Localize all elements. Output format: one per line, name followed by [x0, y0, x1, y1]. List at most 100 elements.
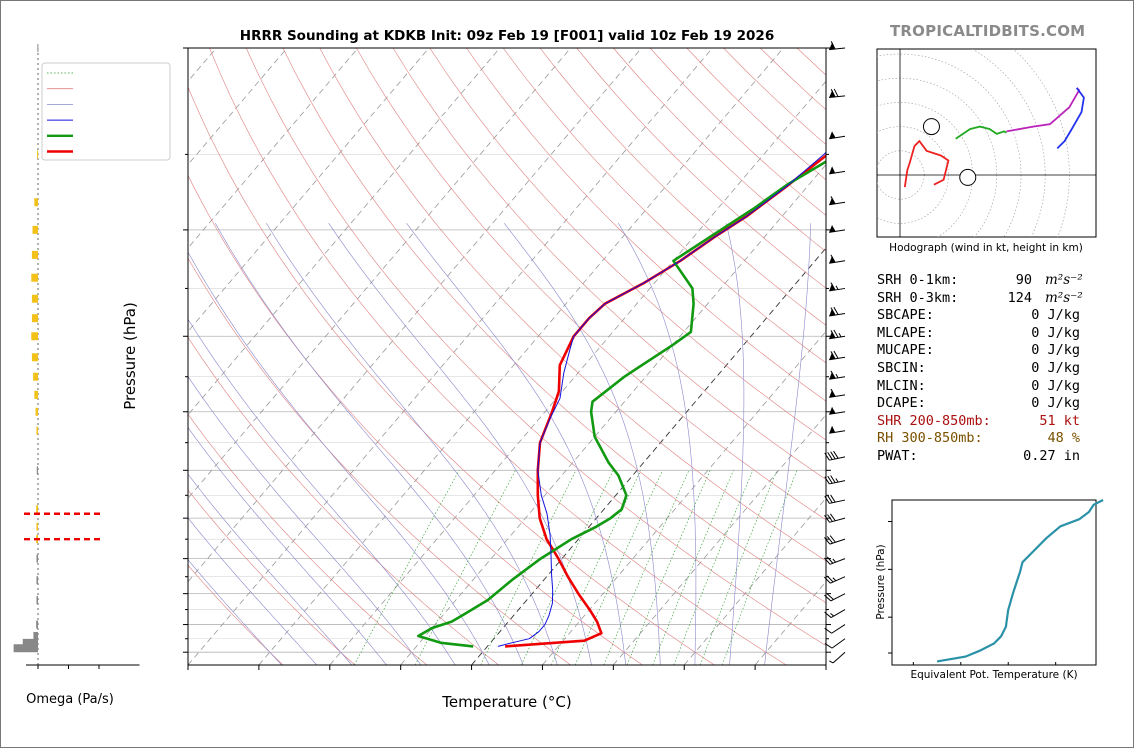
- stat-row: RH 300-850mb: 48 %: [877, 430, 1092, 448]
- barb-flag: [826, 556, 834, 564]
- barb-pennant: [829, 197, 836, 205]
- mixing-ratio-line: [626, 470, 711, 665]
- hodograph-trace: [903, 139, 950, 188]
- omega-bar: [31, 314, 38, 323]
- barb-flag: [829, 513, 836, 522]
- dry-adiabat-line: [188, 174, 643, 665]
- dry-adiabat-line: [188, 336, 499, 665]
- barb-pennant: [829, 224, 836, 233]
- theta-e-y-axis-label: Pressure (hPa): [875, 544, 887, 619]
- stat-label: SRH 0-1km:: [877, 272, 959, 288]
- barb-flag: [826, 575, 834, 583]
- wind-barb: [829, 651, 846, 664]
- stat-row: SRH 0-3km: 124 m²s⁻²: [877, 290, 1092, 308]
- omega-axis-label: Omega (Pa/s): [26, 692, 114, 707]
- isotherm-line: [188, 48, 713, 665]
- theta-e-x-axis-label: Equivalent Pot. Temperature (K): [910, 669, 1077, 681]
- storm-motion-marker: [922, 118, 940, 136]
- omega-bar: [33, 631, 38, 640]
- dry-adiabat-line: [282, 48, 826, 604]
- barb-half-flag: [830, 612, 835, 617]
- dry-adiabat-line: [188, 564, 284, 665]
- wind-barb: [824, 535, 846, 545]
- pseudoadiabat-line: [406, 223, 627, 665]
- stat-row: DCAPE: 0 J/kg: [877, 395, 1092, 413]
- stat-row: MUCAPE: 0 J/kg: [877, 342, 1092, 360]
- skewt-profiles: [417, 151, 826, 648]
- barb-staff: [830, 609, 846, 618]
- skewt-legend: [41, 62, 171, 161]
- isotherm-line: [188, 48, 571, 499]
- omega-bar: [34, 198, 38, 207]
- barb-staff: [829, 287, 846, 292]
- isotherm-line: [258, 48, 784, 665]
- barb-half-flag: [835, 478, 839, 483]
- omega-bar: [32, 225, 38, 234]
- wind-barb: [829, 41, 846, 51]
- stat-value: 0 J/kg: [1031, 307, 1080, 324]
- stat-value: 124: [1007, 289, 1032, 306]
- omega-bar: [31, 332, 38, 341]
- dry-adiabat-line: [188, 86, 715, 665]
- barb-flag: [827, 514, 833, 522]
- stat-label: SHR 200-850mb:: [877, 412, 991, 429]
- barb-half-flag: [835, 285, 839, 290]
- theta-e-frame: [891, 499, 1097, 666]
- barb-half-flag: [832, 577, 837, 582]
- barb-pennant: [829, 352, 836, 360]
- barb-half-flag: [832, 133, 836, 139]
- barb-flag: [830, 282, 836, 291]
- chart-title: HRRR Sounding at KDKB Init: 09z Feb 19 […: [240, 28, 774, 44]
- dry-adiabat-line: [245, 48, 826, 646]
- dry-adiabat-line: [188, 413, 428, 665]
- barb-flag: [826, 536, 834, 544]
- wind-barb: [824, 609, 846, 618]
- profile-temperature-line: [505, 153, 826, 648]
- barb-flag: [830, 494, 836, 503]
- barb-pennant: [829, 389, 836, 398]
- dry-adiabat-line: [429, 48, 826, 441]
- barb-flag: [824, 515, 830, 523]
- barb-staff: [829, 538, 846, 545]
- mixing-ratio-line: [652, 470, 734, 665]
- skewt-x-axis-label: Temperature (°C): [441, 693, 571, 711]
- omega-bar: [33, 372, 38, 381]
- wind-barb: [829, 166, 846, 175]
- mixing-ratio-line: [574, 470, 663, 665]
- barb-flag: [830, 196, 836, 205]
- wind-barb: [829, 306, 846, 317]
- skewt-background-lines: [188, 48, 826, 665]
- omega-bar: [36, 620, 38, 629]
- isotherm-line: [188, 48, 359, 249]
- storm-motion-marker: [959, 168, 977, 186]
- barb-pennant: [829, 255, 836, 264]
- barb-pennant: [829, 166, 836, 174]
- barb-flag: [830, 41, 836, 50]
- wind-barbs: [824, 41, 846, 664]
- barb-flag: [824, 627, 832, 634]
- wind-barb: [824, 450, 846, 461]
- profile-wetbulb-line: [497, 151, 826, 647]
- barb-flag: [830, 254, 836, 263]
- omega-bar: [22, 638, 38, 647]
- hodograph-trace: [955, 125, 1007, 140]
- barb-staff: [830, 576, 846, 584]
- barb-staff: [829, 356, 846, 361]
- pseudoadiabat-line: [725, 223, 745, 665]
- mixing-ratio-line: [673, 470, 754, 665]
- mixing-ratio-line: [700, 470, 778, 665]
- isotherm-line: [188, 48, 288, 166]
- barb-flag: [824, 594, 832, 602]
- wind-barb: [824, 556, 846, 565]
- dry-adiabat-line: [319, 48, 826, 562]
- barb-flag: [827, 495, 833, 504]
- hodograph-trace: [1056, 87, 1085, 150]
- wind-barb: [824, 638, 846, 649]
- omega-bar: [31, 250, 38, 259]
- wind-barb: [824, 475, 846, 485]
- pseudoadiabat-line: [188, 517, 318, 665]
- sounding-stats: SRH 0-1km: 90 m²s⁻² SRH 0-3km: 124 m²s⁻² SBCAP…: [877, 272, 1092, 466]
- dry-adiabat-line: [356, 48, 826, 521]
- barb-flag: [829, 535, 836, 543]
- barb-staff: [831, 638, 846, 649]
